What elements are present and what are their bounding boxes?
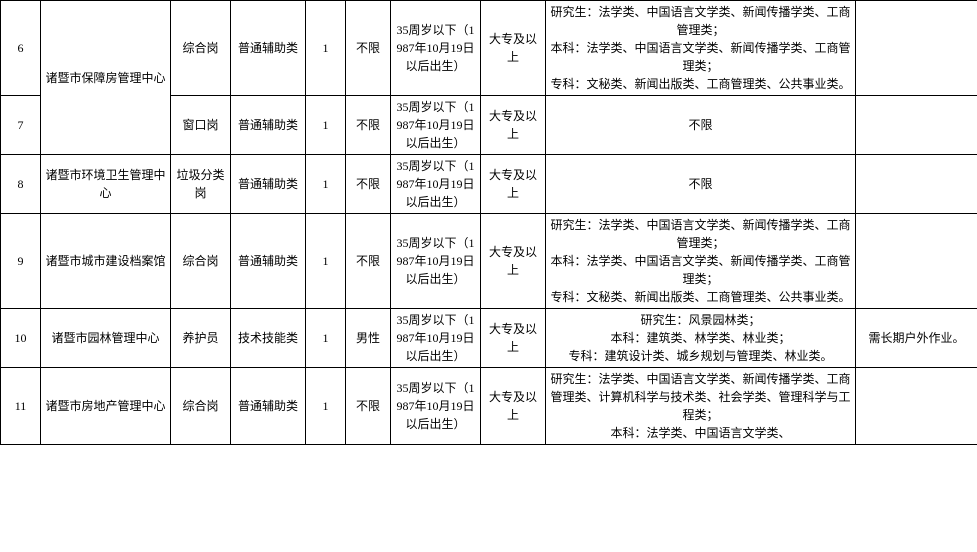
row-category: 普通辅助类 (231, 96, 306, 155)
row-id: 10 (1, 309, 41, 368)
row-major: 研究生：法学类、中国语言文学类、新闻传播学类、工商管理类、计算机科学与技术类、社… (546, 368, 856, 445)
row-category: 普通辅助类 (231, 1, 306, 96)
table-body: 6诸暨市保障房管理中心综合岗普通辅助类1不限35周岁以下（1987年10月19日… (1, 1, 977, 445)
row-org: 诸暨市园林管理中心 (41, 309, 171, 368)
row-gender: 不限 (346, 1, 391, 96)
row-post: 综合岗 (171, 1, 231, 96)
row-org: 诸暨市保障房管理中心 (41, 1, 171, 155)
row-note (856, 368, 977, 445)
row-age: 35周岁以下（1987年10月19日以后出生） (391, 368, 481, 445)
row-edu: 大专及以上 (481, 96, 546, 155)
row-note (856, 1, 977, 96)
row-major: 研究生：法学类、中国语言文学类、新闻传播学类、工商管理类；本科：法学类、中国语言… (546, 214, 856, 309)
table-row: 8诸暨市环境卫生管理中心垃圾分类岗普通辅助类1不限35周岁以下（1987年10月… (1, 155, 977, 214)
row-edu: 大专及以上 (481, 368, 546, 445)
row-count: 1 (306, 368, 346, 445)
row-gender: 男性 (346, 309, 391, 368)
row-category: 普通辅助类 (231, 368, 306, 445)
row-category: 普通辅助类 (231, 214, 306, 309)
row-age: 35周岁以下（1987年10月19日以后出生） (391, 96, 481, 155)
row-post: 综合岗 (171, 214, 231, 309)
row-note: 需长期户外作业。 (856, 309, 977, 368)
row-age: 35周岁以下（1987年10月19日以后出生） (391, 309, 481, 368)
row-category: 技术技能类 (231, 309, 306, 368)
job-table: 6诸暨市保障房管理中心综合岗普通辅助类1不限35周岁以下（1987年10月19日… (0, 0, 977, 445)
row-age: 35周岁以下（1987年10月19日以后出生） (391, 214, 481, 309)
row-org: 诸暨市房地产管理中心 (41, 368, 171, 445)
table-row: 9诸暨市城市建设档案馆综合岗普通辅助类1不限35周岁以下（1987年10月19日… (1, 214, 977, 309)
row-gender: 不限 (346, 155, 391, 214)
row-org: 诸暨市环境卫生管理中心 (41, 155, 171, 214)
row-edu: 大专及以上 (481, 214, 546, 309)
row-edu: 大专及以上 (481, 1, 546, 96)
row-note (856, 96, 977, 155)
row-count: 1 (306, 1, 346, 96)
row-org: 诸暨市城市建设档案馆 (41, 214, 171, 309)
row-major: 不限 (546, 96, 856, 155)
row-gender: 不限 (346, 96, 391, 155)
row-id: 11 (1, 368, 41, 445)
row-id: 8 (1, 155, 41, 214)
row-count: 1 (306, 96, 346, 155)
row-post: 垃圾分类岗 (171, 155, 231, 214)
row-edu: 大专及以上 (481, 155, 546, 214)
row-post: 窗口岗 (171, 96, 231, 155)
row-note (856, 214, 977, 309)
row-id: 6 (1, 1, 41, 96)
row-major: 不限 (546, 155, 856, 214)
row-post: 养护员 (171, 309, 231, 368)
row-post: 综合岗 (171, 368, 231, 445)
row-note (856, 155, 977, 214)
row-gender: 不限 (346, 368, 391, 445)
row-edu: 大专及以上 (481, 309, 546, 368)
row-category: 普通辅助类 (231, 155, 306, 214)
row-age: 35周岁以下（1987年10月19日以后出生） (391, 1, 481, 96)
row-major: 研究生：风景园林类；本科：建筑类、林学类、林业类；专科：建筑设计类、城乡规划与管… (546, 309, 856, 368)
row-major: 研究生：法学类、中国语言文学类、新闻传播学类、工商管理类；本科：法学类、中国语言… (546, 1, 856, 96)
row-count: 1 (306, 214, 346, 309)
table-row: 10诸暨市园林管理中心养护员技术技能类1男性35周岁以下（1987年10月19日… (1, 309, 977, 368)
row-count: 1 (306, 309, 346, 368)
table-row: 6诸暨市保障房管理中心综合岗普通辅助类1不限35周岁以下（1987年10月19日… (1, 1, 977, 96)
row-id: 7 (1, 96, 41, 155)
row-id: 9 (1, 214, 41, 309)
row-count: 1 (306, 155, 346, 214)
table-row: 11诸暨市房地产管理中心综合岗普通辅助类1不限35周岁以下（1987年10月19… (1, 368, 977, 445)
row-age: 35周岁以下（1987年10月19日以后出生） (391, 155, 481, 214)
row-gender: 不限 (346, 214, 391, 309)
